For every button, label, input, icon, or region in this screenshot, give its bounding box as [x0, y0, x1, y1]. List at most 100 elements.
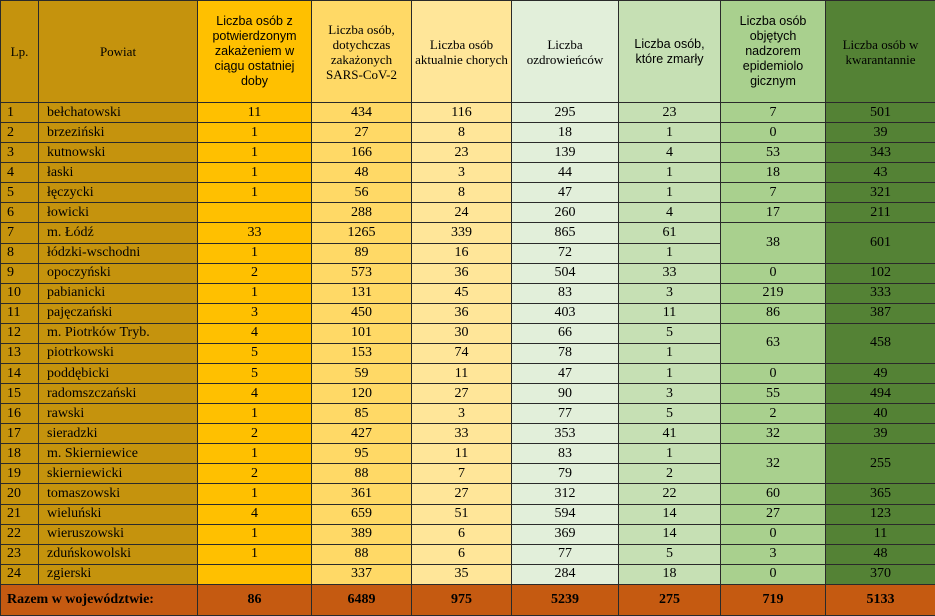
cell-new-cases: 2: [197, 262, 312, 284]
cell-lp: 8: [0, 242, 39, 264]
cell-currently-sick: 36: [411, 302, 512, 324]
cell-deaths: 3: [618, 282, 721, 304]
cell-total-cases: 27: [311, 122, 412, 144]
cell-total-cases: 1265: [311, 222, 412, 244]
cell-new-cases: 5: [197, 363, 312, 385]
cell-powiat: pajęczański: [38, 302, 198, 324]
cell-total-cases: 101: [311, 322, 412, 344]
table-row: 10 pabianicki 1 131 45 83 3 219 333: [0, 282, 935, 304]
cell-epidemiological: 7: [720, 182, 826, 204]
cell-recovered: 369: [511, 523, 619, 545]
header-new-cases: Liczba osób z potwierdzonym zakażeniem w…: [197, 0, 312, 103]
cell-lp: 1: [0, 101, 39, 124]
cell-total-cases: 389: [311, 523, 412, 545]
cell-powiat: opoczyński: [38, 262, 198, 284]
cell-deaths: 14: [618, 503, 721, 525]
cell-currently-sick: 8: [411, 122, 512, 144]
cell-epidemiological: 0: [720, 563, 826, 586]
cell-currently-sick: 3: [411, 403, 512, 425]
cell-recovered: 865: [511, 222, 619, 244]
table-row: 2 brzeziński 1 27 8 18 1 0 39: [0, 122, 935, 144]
cell-epidemiological: 63: [720, 322, 826, 365]
cell-powiat: skierniewicki: [38, 463, 198, 485]
cell-deaths: 5: [618, 543, 721, 565]
cell-lp: 12: [0, 322, 39, 344]
cell-powiat: m. Piotrków Tryb.: [38, 322, 198, 344]
cell-quarantine: 39: [825, 122, 935, 144]
cell-recovered: 44: [511, 162, 619, 184]
cell-quarantine: 211: [825, 202, 935, 224]
cell-recovered: 284: [511, 563, 619, 586]
cell-powiat: wieluński: [38, 503, 198, 525]
cell-deaths: 1: [618, 342, 721, 365]
totals-label: Razem w województwie:: [0, 584, 198, 616]
cell-new-cases: 1: [197, 142, 312, 164]
cell-recovered: 18: [511, 122, 619, 144]
cell-lp: 18: [0, 443, 39, 465]
cell-powiat: m. Łódź: [38, 222, 198, 244]
cell-deaths: 3: [618, 383, 721, 405]
cell-total-cases: 659: [311, 503, 412, 525]
cell-recovered: 594: [511, 503, 619, 525]
table-row: 9 opoczyński 2 573 36 504 33 0 102: [0, 262, 935, 284]
cell-deaths: 41: [618, 423, 721, 445]
cell-powiat: piotrkowski: [38, 342, 198, 365]
cell-currently-sick: 8: [411, 182, 512, 204]
cell-quarantine: 39: [825, 423, 935, 445]
cell-recovered: 260: [511, 202, 619, 224]
cell-total-cases: 166: [311, 142, 412, 164]
cell-epidemiological: 17: [720, 202, 826, 224]
cell-lp: 13: [0, 342, 39, 365]
table-row: 7 m. Łódź 33 1265 339 865 61 38 601: [0, 222, 935, 264]
cell-epidemiological: 0: [720, 523, 826, 545]
header-lp: Lp.: [0, 0, 39, 103]
totals-quarantine: 5133: [825, 584, 935, 616]
totals-epidemiological: 719: [720, 584, 826, 616]
table-row: 4 łaski 1 48 3 44 1 18 43: [0, 162, 935, 184]
cell-powiat: bełchatowski: [38, 101, 198, 124]
cell-new-cases: 1: [197, 403, 312, 425]
cell-new-cases: 1: [197, 523, 312, 545]
cell-recovered: 403: [511, 302, 619, 324]
cell-new-cases: 1: [197, 282, 312, 304]
totals-row: Razem w województwie: 86 6489 975 5239 2…: [0, 584, 935, 616]
cell-total-cases: 120: [311, 383, 412, 405]
cell-recovered: 90: [511, 383, 619, 405]
cell-quarantine: 49: [825, 363, 935, 385]
header-quarantine: Liczba osób w kwarantannie: [825, 0, 935, 103]
cell-total-cases: 48: [311, 162, 412, 184]
cell-currently-sick: 27: [411, 383, 512, 405]
totals-total-cases: 6489: [311, 584, 412, 616]
cell-lp: 6: [0, 202, 39, 224]
cell-epidemiological: 219: [720, 282, 826, 304]
cell-new-cases: 1: [197, 543, 312, 565]
cell-recovered: 79: [511, 463, 619, 485]
cell-recovered: 77: [511, 403, 619, 425]
cell-currently-sick: 3: [411, 162, 512, 184]
cell-new-cases: 4: [197, 383, 312, 405]
cell-lp: 15: [0, 383, 39, 405]
cell-powiat: wieruszowski: [38, 523, 198, 545]
cell-quarantine: 321: [825, 182, 935, 204]
cell-recovered: 139: [511, 142, 619, 164]
cell-currently-sick: 33: [411, 423, 512, 445]
cell-currently-sick: 30: [411, 322, 512, 344]
cell-quarantine: 123: [825, 503, 935, 525]
cell-lp: 7: [0, 222, 39, 244]
cell-currently-sick: 74: [411, 342, 512, 365]
cell-quarantine: 102: [825, 262, 935, 284]
cell-lp: 24: [0, 563, 39, 586]
table-row: 5 łęczycki 1 56 8 47 1 7 321: [0, 182, 935, 204]
cell-epidemiological: 60: [720, 483, 826, 505]
cell-currently-sick: 51: [411, 503, 512, 525]
cell-epidemiological: 18: [720, 162, 826, 184]
cell-deaths: 23: [618, 101, 721, 124]
cell-powiat: zgierski: [38, 563, 198, 586]
cell-recovered: 78: [511, 342, 619, 365]
cell-recovered: 504: [511, 262, 619, 284]
header-row: Lp. Powiat Liczba osób z potwierdzonym z…: [0, 0, 935, 103]
table-row: 6 łowicki 288 24 260 4 17 211: [0, 202, 935, 224]
cell-deaths: 5: [618, 322, 721, 344]
cell-lp: 9: [0, 262, 39, 284]
